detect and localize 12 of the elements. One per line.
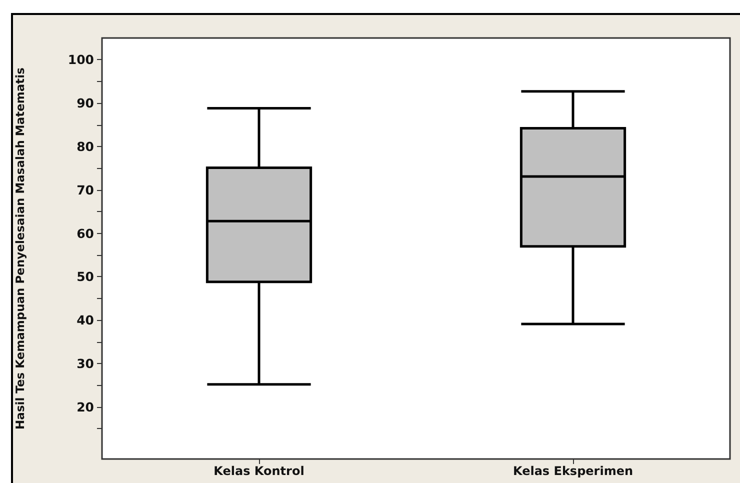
y-tick-label: 80 — [76, 139, 94, 154]
y-tick-label: 100 — [68, 52, 94, 68]
y-tick-label: 90 — [76, 96, 94, 111]
x-tick-label: Kelas Kontrol — [214, 464, 304, 478]
y-tick-label: 20 — [76, 399, 94, 414]
y-tick-label: 40 — [76, 312, 94, 328]
y-tick-label: 30 — [76, 356, 94, 372]
y-tick-label: 60 — [76, 226, 94, 241]
y-tick-label: 70 — [76, 182, 94, 198]
y-axis-title: Hasil Tes Kemampuan Penyelesaian Masalah Matematis — [13, 67, 27, 430]
x-tick-label: Kelas Eksperimen — [512, 464, 634, 478]
y-tick-label: 50 — [76, 269, 94, 284]
